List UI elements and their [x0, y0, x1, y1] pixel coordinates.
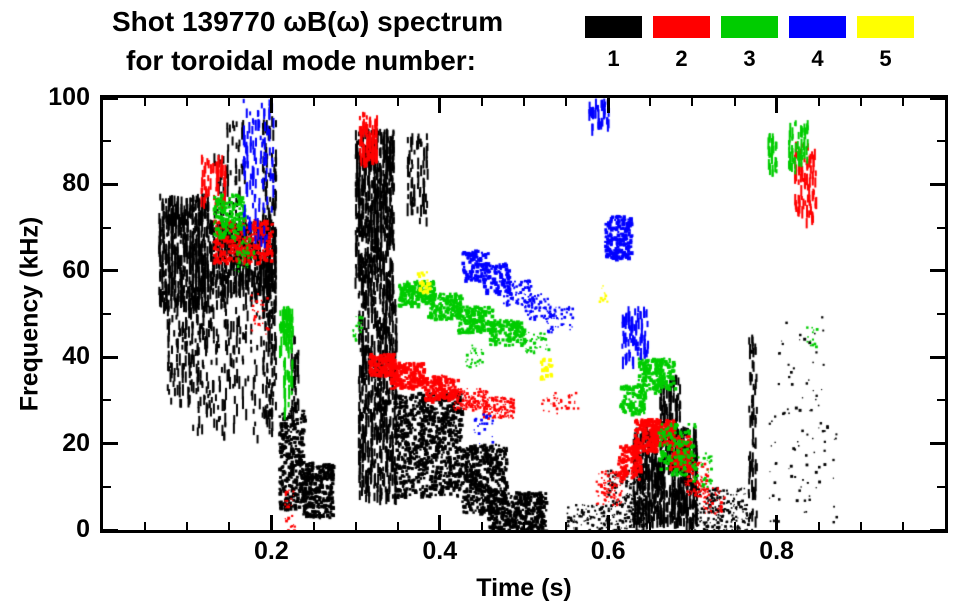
y-major-tick [103, 442, 118, 446]
x-minor-tick [733, 522, 736, 530]
legend-swatch-1 [585, 16, 642, 38]
x-minor-tick [354, 98, 357, 106]
x-minor-tick [523, 98, 525, 106]
legend-swatch-3 [721, 16, 778, 38]
y-axis-label: Frequency (kHz) [15, 216, 44, 412]
x-minor-tick [480, 98, 483, 106]
y-minor-tick [937, 399, 945, 402]
y-minor-tick [103, 485, 111, 488]
legend-swatch-5 [857, 16, 914, 38]
legend-label-5: 5 [879, 46, 892, 71]
y-minor-tick [103, 313, 111, 315]
y-major-tick [930, 269, 945, 273]
y-tick-label: 0 [76, 515, 90, 543]
x-major-tick [775, 515, 779, 530]
y-major-tick [103, 528, 118, 532]
x-minor-tick [228, 522, 231, 530]
x-minor-tick [733, 98, 736, 106]
legend-label-3: 3 [743, 46, 756, 71]
x-tick-label: 0.2 [254, 537, 289, 565]
y-minor-tick [103, 226, 111, 229]
legend-label-4: 4 [811, 46, 824, 71]
x-minor-tick [228, 98, 231, 106]
y-major-tick [930, 96, 945, 100]
y-minor-tick [937, 313, 945, 315]
x-minor-tick [312, 522, 315, 530]
x-minor-tick [186, 98, 189, 106]
x-tick-label: 0.6 [590, 537, 626, 565]
x-major-tick [606, 98, 610, 113]
x-minor-tick [396, 522, 399, 530]
y-major-tick [930, 442, 945, 446]
y-major-tick [103, 355, 118, 359]
x-minor-tick [649, 98, 652, 106]
plot-area [100, 95, 948, 533]
legend-label-2: 2 [675, 46, 688, 71]
y-major-tick [930, 182, 945, 186]
x-major-tick [269, 515, 273, 530]
x-minor-tick [859, 98, 862, 106]
x-minor-tick [859, 522, 862, 530]
x-minor-tick [396, 98, 399, 106]
x-minor-tick [312, 98, 315, 106]
x-minor-tick [565, 522, 568, 530]
y-tick-label: 40 [62, 342, 90, 371]
y-tick-label: 20 [62, 428, 90, 457]
x-minor-tick [186, 522, 189, 530]
x-minor-tick [144, 522, 147, 530]
x-tick-label: 0.8 [759, 537, 794, 565]
y-major-tick [103, 269, 118, 273]
x-minor-tick [691, 98, 694, 106]
y-minor-tick [937, 485, 945, 488]
x-minor-tick [523, 522, 525, 530]
x-minor-tick [817, 522, 820, 530]
chart-title-line2: for toroidal mode number: [126, 45, 476, 76]
y-minor-tick [937, 140, 945, 143]
x-minor-tick [649, 522, 652, 530]
x-minor-tick [565, 98, 568, 106]
x-minor-tick [691, 522, 694, 530]
x-axis-label: Time (s) [476, 574, 572, 602]
y-tick-label: 60 [62, 255, 90, 284]
y-major-tick [103, 182, 118, 186]
x-major-tick [775, 98, 779, 113]
y-major-tick [103, 96, 118, 100]
y-minor-tick [103, 140, 111, 143]
tick-layer [103, 96, 945, 532]
legend-swatch-4 [789, 16, 846, 38]
y-minor-tick [103, 399, 111, 402]
x-minor-tick [901, 522, 904, 530]
x-minor-tick [354, 522, 357, 530]
x-minor-tick [144, 98, 147, 106]
y-minor-tick [937, 226, 945, 229]
chart-title-line1: Shot 139770 ωB(ω) spectrum [112, 6, 504, 37]
spectrogram-canvas [103, 98, 945, 530]
y-tick-label: 100 [48, 83, 90, 111]
y-major-tick [930, 355, 945, 359]
x-major-tick [606, 515, 610, 530]
y-major-tick [930, 528, 945, 532]
x-minor-tick [901, 98, 904, 106]
x-minor-tick [817, 98, 820, 106]
legend-swatch-2 [653, 16, 710, 38]
legend-label-1: 1 [607, 46, 620, 71]
x-tick-label: 0.4 [422, 537, 458, 565]
x-major-tick [438, 515, 442, 530]
x-minor-tick [480, 522, 483, 530]
y-tick-label: 80 [62, 169, 90, 198]
x-major-tick [269, 98, 273, 113]
x-major-tick [438, 98, 442, 113]
